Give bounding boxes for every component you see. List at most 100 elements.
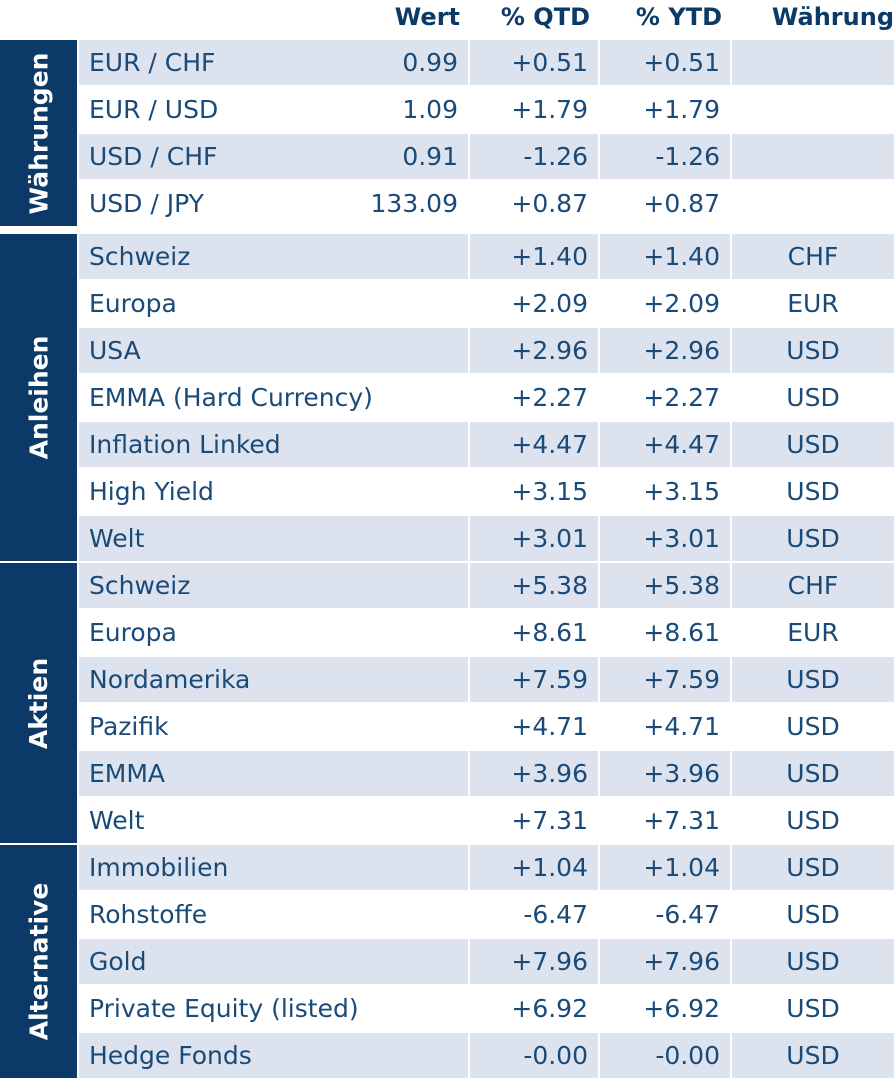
row-currency: USD [732, 1033, 894, 1078]
row-wert [79, 939, 468, 984]
table-row: Gold +7.96 +7.96 USD [79, 939, 894, 984]
row-wert [79, 516, 468, 561]
row-wert [79, 892, 468, 937]
table-row: Immobilien +1.04 +1.04 USD [79, 845, 894, 890]
row-currency: USD [732, 986, 894, 1031]
table-row: USD / JPY 133.09 +0.87 +0.87 [79, 181, 894, 226]
row-ytd: +2.09 [600, 281, 730, 326]
row-wert [79, 986, 468, 1031]
header-qtd: % QTD [500, 3, 590, 31]
table-row: Europa +2.09 +2.09 EUR [79, 281, 894, 326]
table-row: Welt +3.01 +3.01 USD [79, 516, 894, 561]
table-row: Hedge Fonds -0.00 -0.00 USD [79, 1033, 894, 1078]
row-name: Hedge Fonds [79, 1033, 468, 1078]
row-wert [79, 422, 468, 467]
table-row: Schweiz +1.40 +1.40 CHF [79, 234, 894, 279]
row-wert [79, 610, 468, 655]
row-currency [732, 87, 894, 132]
row-ytd: -1.26 [600, 134, 730, 179]
row-wert: 1.09 [402, 95, 458, 124]
row-qtd: +3.01 [470, 516, 598, 561]
row-currency [732, 181, 894, 226]
table-row: Rohstoffe -6.47 -6.47 USD [79, 892, 894, 937]
row-ytd: +7.59 [600, 657, 730, 702]
group-label-box: Alternative [0, 845, 77, 1078]
row-qtd: +3.15 [470, 469, 598, 514]
row-currency: USD [732, 751, 894, 796]
row-name: Rohstoffe [79, 892, 468, 937]
row-name: USA [79, 328, 468, 373]
row-wert [79, 234, 468, 279]
row-name: Schweiz [79, 563, 468, 608]
row-wert: 0.99 [402, 48, 458, 77]
row-ytd: +8.61 [600, 610, 730, 655]
row-wert [79, 704, 468, 749]
row-name: EUR / USD [79, 87, 468, 132]
group-rows: Immobilien +1.04 +1.04 USD Rohstoffe -6.47 -6.… [79, 845, 894, 1078]
row-currency: USD [732, 939, 894, 984]
row-name: Private Equity (listed) [79, 986, 468, 1031]
row-name: Welt [79, 516, 468, 561]
row-qtd: +0.87 [470, 181, 598, 226]
row-name: Gold [79, 939, 468, 984]
group-label: Währungen [24, 52, 53, 214]
group-label: Aktien [24, 657, 53, 749]
row-name: Inflation Linked [79, 422, 468, 467]
row-qtd: -6.47 [470, 892, 598, 937]
row-ytd: +6.92 [600, 986, 730, 1031]
row-name: Europa [79, 610, 468, 655]
row-name: USD / JPY [79, 181, 468, 226]
row-wert: 0.91 [402, 142, 458, 171]
row-ytd: +2.27 [600, 375, 730, 420]
group-label-box: Aktien [0, 563, 77, 843]
header-ytd: % YTD [635, 3, 722, 31]
group-rows: Schweiz +5.38 +5.38 CHF Europa +8.61 +8.61 EUR N… [79, 563, 894, 843]
row-wert [79, 845, 468, 890]
row-ytd: +5.38 [600, 563, 730, 608]
row-wert [79, 1033, 468, 1078]
row-qtd: +3.96 [470, 751, 598, 796]
row-currency: USD [732, 845, 894, 890]
table-row: EUR / USD 1.09 +1.79 +1.79 [79, 87, 894, 132]
row-qtd: +8.61 [470, 610, 598, 655]
row-qtd: +1.79 [470, 87, 598, 132]
group-label-box: Anleihen [0, 234, 77, 561]
row-currency: USD [732, 422, 894, 467]
row-qtd: +5.38 [470, 563, 598, 608]
row-qtd: +0.51 [470, 40, 598, 85]
group-rows: EUR / CHF 0.99 +0.51 +0.51 EUR / USD 1.09 +1.7… [79, 40, 894, 226]
table-row: Pazifik +4.71 +4.71 USD [79, 704, 894, 749]
row-currency: USD [732, 798, 894, 843]
row-qtd: +4.71 [470, 704, 598, 749]
row-currency [732, 134, 894, 179]
row-currency: USD [732, 516, 894, 561]
row-ytd: +2.96 [600, 328, 730, 373]
table-row: High Yield +3.15 +3.15 USD [79, 469, 894, 514]
row-ytd: +7.31 [600, 798, 730, 843]
row-currency: EUR [732, 281, 894, 326]
row-ytd: +4.47 [600, 422, 730, 467]
header-currency: Währung [771, 3, 894, 31]
row-ytd: +0.51 [600, 40, 730, 85]
row-wert [79, 469, 468, 514]
row-currency: USD [732, 375, 894, 420]
row-ytd: +3.15 [600, 469, 730, 514]
group-rows: Schweiz +1.40 +1.40 CHF Europa +2.09 +2.09 EUR U… [79, 234, 894, 561]
row-name: Schweiz [79, 234, 468, 279]
row-name: EMMA (Hard Currency) [79, 375, 468, 420]
row-name: Immobilien [79, 845, 468, 890]
group-0: Währungen EUR / CHF 0.99 +0.51 +0.51 EUR / US… [0, 40, 894, 226]
row-wert [79, 563, 468, 608]
group-label: Alternative [24, 882, 53, 1041]
row-ytd: +3.01 [600, 516, 730, 561]
row-currency: EUR [732, 610, 894, 655]
row-qtd: +2.09 [470, 281, 598, 326]
row-ytd: +1.04 [600, 845, 730, 890]
row-currency: USD [732, 328, 894, 373]
row-name: Welt [79, 798, 468, 843]
table-row: EMMA +3.96 +3.96 USD [79, 751, 894, 796]
row-qtd: +6.92 [470, 986, 598, 1031]
row-qtd: +7.31 [470, 798, 598, 843]
row-ytd: +0.87 [600, 181, 730, 226]
table-row: Inflation Linked +4.47 +4.47 USD [79, 422, 894, 467]
